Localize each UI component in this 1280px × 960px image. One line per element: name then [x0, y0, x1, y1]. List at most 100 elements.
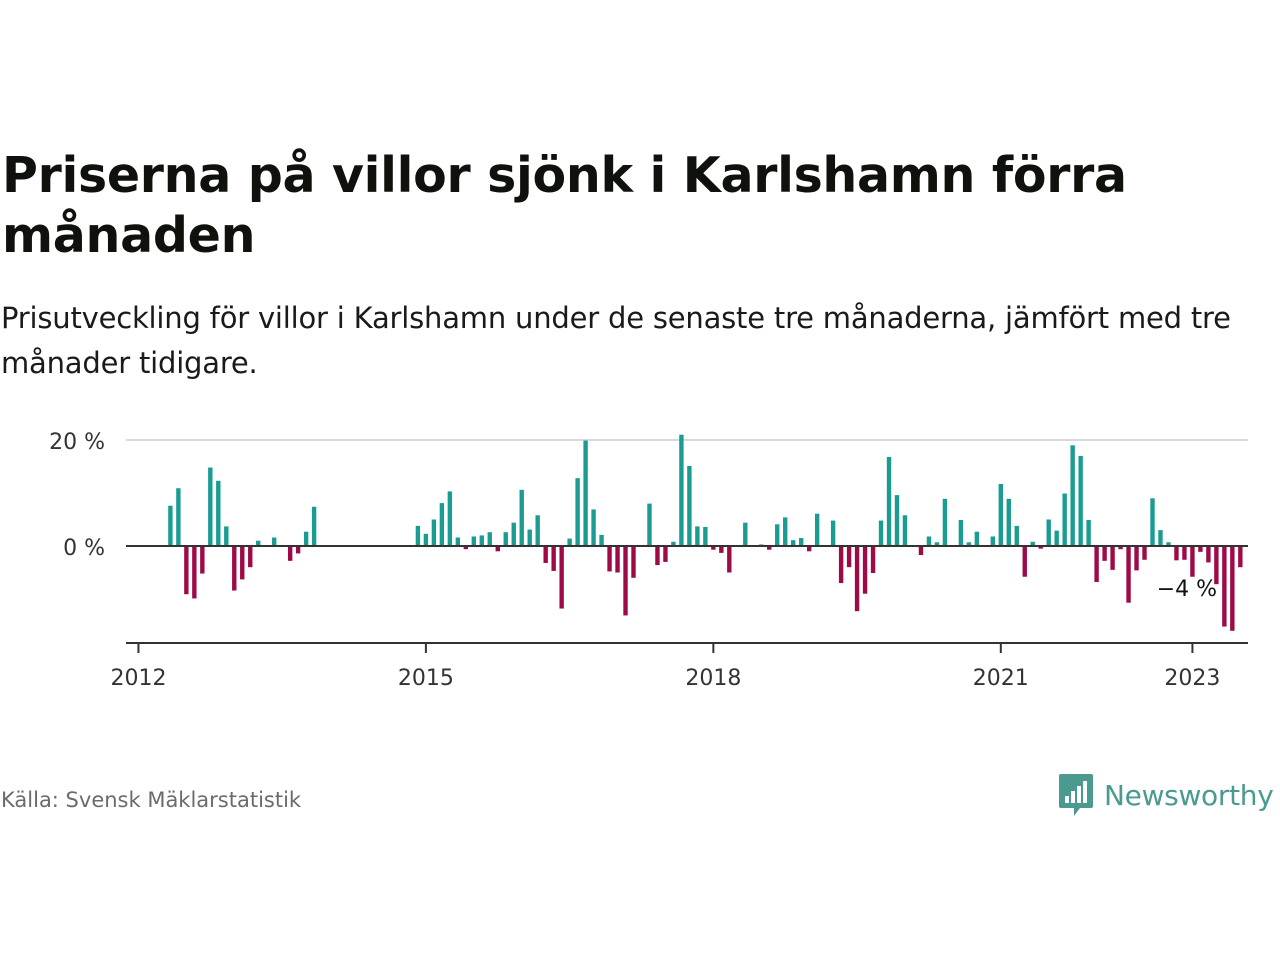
- bar: [519, 489, 524, 546]
- bar: [463, 546, 469, 550]
- bar: [998, 483, 1003, 546]
- bar: [990, 536, 996, 546]
- bar: [1198, 546, 1203, 552]
- bar: [184, 546, 189, 595]
- bar: [176, 488, 181, 546]
- bar: [1166, 542, 1171, 546]
- bar: [503, 532, 508, 546]
- bar: [838, 546, 844, 584]
- bar: [902, 515, 908, 546]
- bar: [687, 465, 692, 546]
- bar: [216, 480, 221, 546]
- bar: [798, 538, 804, 546]
- bar: [814, 513, 820, 546]
- bar: [1214, 546, 1219, 585]
- bar: [1150, 498, 1155, 546]
- bar: [1086, 520, 1091, 546]
- bar: [1102, 546, 1107, 561]
- newsworthy-logo: Newsworthy: [1058, 770, 1274, 820]
- bar: [806, 546, 812, 552]
- y-tick-label: 0 %: [63, 536, 105, 561]
- x-tick-label: 2012: [110, 666, 166, 691]
- bar: [591, 509, 596, 546]
- bar: [862, 546, 868, 594]
- x-tick-label: 2023: [1164, 666, 1220, 691]
- bar: [551, 546, 556, 571]
- bar: [1230, 546, 1235, 631]
- bar: [743, 522, 748, 546]
- bar: [695, 526, 700, 546]
- bar: [248, 546, 253, 568]
- bar: [1222, 546, 1227, 627]
- bar: [1174, 546, 1179, 561]
- bar: [471, 536, 476, 546]
- bar: [1094, 546, 1099, 583]
- bar: [192, 546, 197, 599]
- bar: [1142, 546, 1147, 560]
- bar: [918, 546, 924, 556]
- bar: [926, 536, 932, 546]
- bar: [447, 491, 453, 546]
- annotation-label: −4 %: [1157, 577, 1217, 602]
- bar: [303, 531, 309, 546]
- bar: [671, 541, 676, 546]
- x-tick-label: 2021: [973, 666, 1029, 691]
- bar: [791, 540, 796, 546]
- bar: [1014, 525, 1019, 546]
- bar: [878, 520, 884, 546]
- bar: [575, 478, 580, 546]
- bar: [224, 526, 229, 546]
- bar: [830, 520, 836, 546]
- bar: [663, 546, 668, 562]
- bar: [607, 546, 612, 572]
- x-tick-label: 2018: [685, 666, 741, 691]
- bar: [719, 546, 724, 553]
- bar: [703, 526, 708, 546]
- bar: [1238, 546, 1243, 568]
- bar: [527, 529, 532, 546]
- bar: [1182, 546, 1187, 560]
- bar: [256, 540, 261, 546]
- bar: [1062, 493, 1067, 546]
- bar: [942, 498, 948, 546]
- bar: [511, 522, 516, 546]
- bar: [783, 517, 788, 546]
- bar: [1070, 445, 1075, 546]
- bar: [423, 533, 429, 546]
- bar: [1206, 546, 1211, 563]
- bar: [623, 546, 628, 616]
- bar: [599, 534, 604, 546]
- bar: [479, 535, 484, 546]
- bar: [240, 546, 245, 580]
- bar: [1158, 530, 1163, 546]
- bar: [455, 537, 461, 546]
- bar: [415, 525, 421, 546]
- bar: [679, 434, 684, 546]
- bar: [1190, 546, 1195, 577]
- bar: [272, 537, 277, 546]
- bar: [934, 542, 940, 546]
- bar: [431, 519, 437, 546]
- bar: [886, 456, 892, 546]
- bar: [615, 546, 620, 573]
- chart-subtitle: Prisutveckling för villor i Karlshamn un…: [1, 301, 1231, 380]
- bar: [535, 515, 540, 546]
- bar: [958, 520, 964, 546]
- bar: [232, 546, 237, 591]
- bar-chart: 0 % 20 % 2012 2015 2018 2021 2023 −4 %: [49, 430, 1248, 691]
- bar: [711, 546, 716, 550]
- bar: [495, 546, 500, 552]
- bar: [1038, 546, 1043, 549]
- brand-name: Newsworthy: [1104, 778, 1274, 812]
- bar: [543, 546, 548, 563]
- bar: [655, 546, 660, 566]
- bar: [846, 546, 852, 568]
- bar: [1054, 530, 1059, 546]
- source-note: Källa: Svensk Mäklarstatistik: [1, 788, 302, 812]
- bar: [311, 506, 317, 546]
- bar: [1118, 546, 1123, 550]
- chart-title: Priserna på villor sjönk i Karlshamn för…: [2, 147, 1127, 264]
- bar: [1134, 546, 1139, 571]
- bar: [287, 546, 293, 561]
- bars: [168, 434, 1243, 631]
